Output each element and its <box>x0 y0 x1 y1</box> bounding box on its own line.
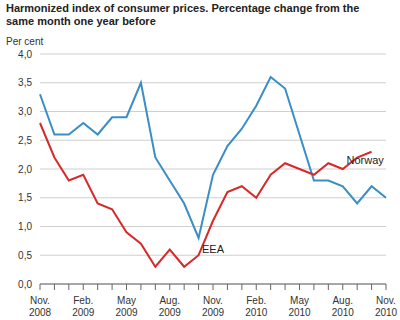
svg-text:May2009: May2009 <box>115 295 138 318</box>
svg-text:Aug.2009: Aug.2009 <box>159 295 182 318</box>
svg-text:0,5: 0,5 <box>18 250 32 261</box>
svg-text:2,5: 2,5 <box>18 135 32 146</box>
svg-text:Feb.2009: Feb.2009 <box>72 295 95 318</box>
svg-text:3,5: 3,5 <box>18 77 32 88</box>
svg-text:EEA: EEA <box>202 243 225 255</box>
svg-text:2,0: 2,0 <box>18 164 32 175</box>
html-text:Per cent: Per cent <box>6 36 44 47</box>
svg-text:3,0: 3,0 <box>18 106 32 117</box>
svg-text:Norway: Norway <box>347 154 385 166</box>
svg-text:Nov.2008: Nov.2008 <box>29 295 52 318</box>
svg-text:Nov.2010: Nov.2010 <box>375 295 392 318</box>
svg-text:0,0: 0,0 <box>18 279 32 290</box>
svg-text:1,5: 1,5 <box>18 192 32 203</box>
svg-text:1,0: 1,0 <box>18 221 32 232</box>
svg-text:Feb.2010: Feb.2010 <box>245 295 268 318</box>
svg-text:4,0: 4,0 <box>18 49 32 60</box>
html-text:Harmonized index of consumer p: Harmonized index of consumer prices. Per… <box>6 2 360 27</box>
svg-text:May2010: May2010 <box>288 295 311 318</box>
svg-text:Aug.2010: Aug.2010 <box>332 295 355 318</box>
svg-text:Nov.2009: Nov.2009 <box>202 295 225 318</box>
